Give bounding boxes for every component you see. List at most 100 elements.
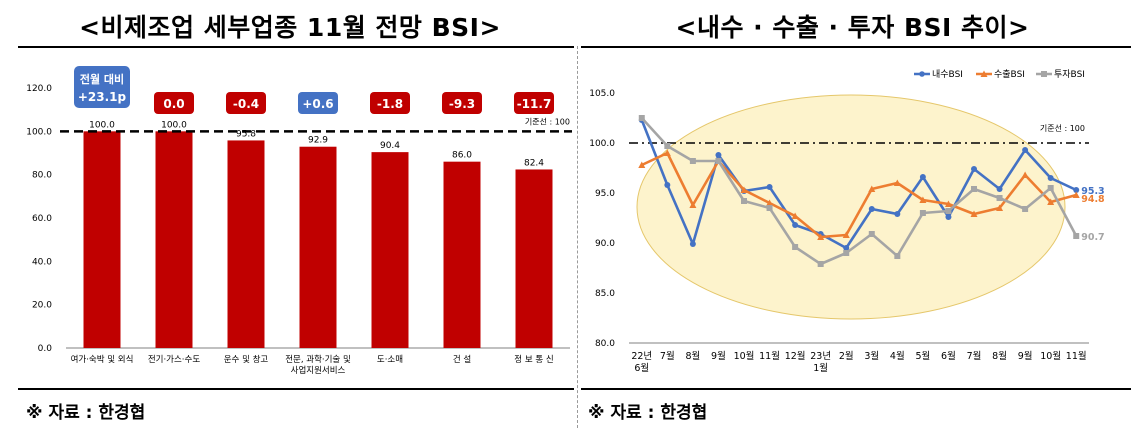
series-point: [842, 231, 850, 238]
change-badge: -9.3: [442, 92, 482, 114]
series-point: [996, 195, 1003, 201]
line-x-tick-label: 12월: [785, 350, 806, 362]
line-x-tick-label: 8월: [685, 350, 700, 362]
line-x-tick-label: 11월: [759, 350, 780, 362]
series-point: [971, 186, 977, 192]
line-x-tick-label: 2월: [839, 350, 854, 362]
change-badge-value: -1.8: [377, 97, 403, 111]
bar-y-tick-label: 40.0: [32, 257, 52, 267]
series-point: [893, 179, 901, 186]
change-badge-header: 전월 대비: [80, 72, 124, 86]
series-point: [715, 158, 722, 164]
series-point: [894, 253, 901, 259]
line-chart: 80.0 85.0 90.0 95.0 100.0 105.0 22년 6월 7월 8월 9월 10월…: [589, 69, 1105, 374]
change-badge-box: [514, 92, 554, 114]
line-x-tick-label: 22년 6월: [631, 351, 652, 374]
highlight-ellipse: [636, 94, 1066, 320]
series-point: [843, 250, 850, 256]
change-badge: 0.0: [154, 92, 194, 114]
change-badge-value: -11.7: [517, 97, 552, 111]
line-x-tick-label: 11월: [1066, 350, 1087, 362]
change-badge-value: +0.6: [302, 97, 333, 111]
series-point: [817, 233, 825, 240]
line-y-tick-label: 80.0: [595, 339, 615, 349]
series-point: [689, 158, 696, 164]
series-point: [663, 149, 671, 156]
change-badge: -11.7: [514, 92, 554, 114]
legend-label: 수출BSI: [994, 69, 1025, 80]
change-badge: -0.4: [226, 92, 266, 114]
line-x-tick-label: 7월: [967, 350, 982, 362]
bar-y-tick-label: 120.0: [26, 84, 52, 94]
bar: [443, 161, 481, 348]
series-point: [715, 152, 722, 158]
bar: [227, 140, 265, 348]
series-point: [1047, 198, 1055, 205]
series-point: [792, 244, 799, 250]
left-source-note: ※ 자료 : 한경협: [26, 403, 146, 423]
change-badge: +0.6: [298, 92, 338, 114]
bar-category-label: 정 보 통 신: [514, 354, 553, 365]
series-point: [1021, 171, 1029, 178]
series-point: [689, 241, 696, 247]
line-y-tick-label: 100.0: [589, 139, 615, 149]
legend-label: 투자BSI: [1054, 69, 1085, 80]
line-x-tick-label: 9월: [711, 350, 726, 362]
left-top-rule: [18, 46, 574, 48]
series-line: [641, 151, 1077, 239]
panel-divider: [577, 46, 578, 428]
line-y-tick-label: 85.0: [595, 289, 615, 299]
series-point: [791, 212, 799, 219]
series-point: [996, 186, 1003, 192]
series-point: [766, 199, 774, 206]
line-x-tick-label: 6월: [941, 350, 956, 362]
series-point: [919, 210, 926, 216]
bar-value-label: 86.0: [452, 151, 472, 161]
bar-baseline-label: 기준선 : 100: [525, 117, 570, 126]
bar-category-label: 전기·가스·수도: [148, 354, 201, 365]
change-badge-box: [298, 92, 338, 114]
series-point: [1022, 147, 1029, 153]
series-point: [664, 143, 671, 149]
series-point: [868, 185, 876, 192]
bar-y-tick-label: 60.0: [32, 214, 52, 224]
bar-value-label: 100.0: [89, 120, 115, 130]
bar-chart: 0.0 20.0 40.0 60.0 80.0 100.0 120.0 100.0 여가·숙박 …: [26, 66, 572, 376]
line-baseline-label: 기준선 : 100: [1040, 124, 1085, 133]
series-point: [638, 115, 645, 121]
series-point: [817, 261, 824, 267]
change-badge-box: [370, 92, 410, 114]
change-badge-value: +23.1p: [78, 90, 127, 104]
series-point: [741, 198, 747, 204]
series-point: [664, 182, 671, 188]
series-point: [944, 200, 952, 207]
legend-marker: [919, 71, 925, 77]
series-point: [740, 186, 748, 193]
bar-y-tick-label: 80.0: [32, 171, 52, 181]
line-x-tick-label: 4월: [890, 350, 905, 362]
change-badge-box: [74, 66, 130, 108]
line-x-tick-label: 23년 1월: [810, 351, 831, 374]
change-badge-box: [154, 92, 194, 114]
bar-value-label: 82.4: [524, 158, 544, 168]
left-bottom-rule: [18, 388, 574, 390]
series-point: [919, 174, 926, 180]
bar-value-label: 90.4: [380, 141, 400, 151]
change-badge-value: -9.3: [449, 97, 475, 111]
series-point: [970, 210, 978, 217]
series-end-label: 94.8: [1081, 194, 1105, 205]
change-badge-value: -0.4: [233, 97, 259, 111]
line-x-tick-label: 5월: [915, 350, 930, 362]
line-x-tick-label: 8월: [992, 350, 1007, 362]
series-point: [1072, 191, 1080, 198]
left-chart-title: <비제조업 세부업종 11월 전망 BSI>: [79, 13, 501, 42]
series-point: [1047, 175, 1054, 181]
series-point: [766, 184, 773, 190]
line-y-tick-label: 105.0: [589, 89, 615, 99]
line-x-tick-label: 10월: [1040, 350, 1061, 362]
legend-label: 내수BSI: [932, 69, 963, 80]
bar-category-label: 건 설: [453, 354, 472, 365]
line-x-tick-label: 9월: [1018, 350, 1033, 362]
series-point: [996, 204, 1004, 211]
series-point: [1073, 233, 1080, 239]
